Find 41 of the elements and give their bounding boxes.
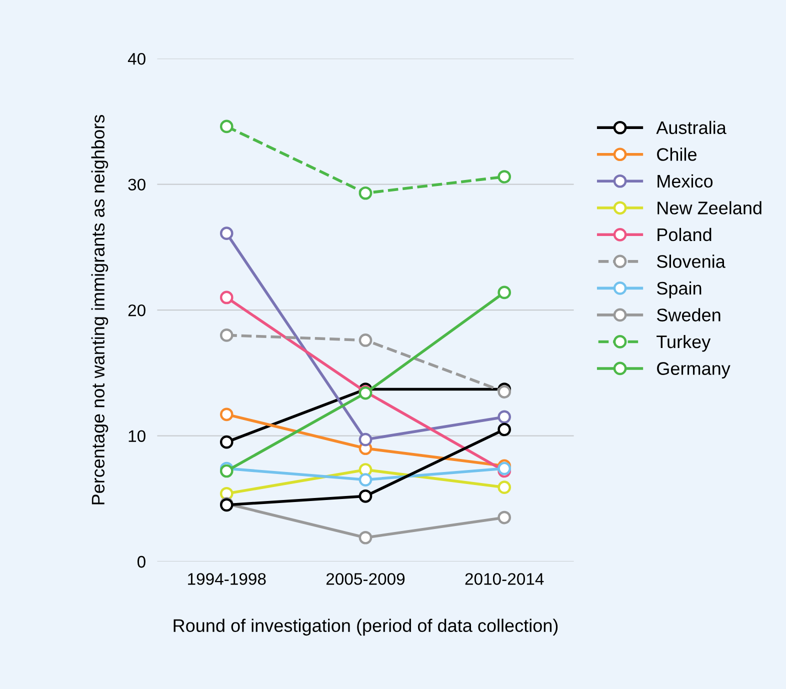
legend-label: Sweden [656,308,720,322]
point [220,435,234,449]
y-tick-label: 20 [128,304,146,316]
y-tick-label: 10 [128,430,146,442]
y-tick-label: 30 [128,178,146,191]
point [358,530,372,544]
point [498,286,512,300]
point [498,170,512,184]
legend-label: Spain [656,281,702,298]
legend-label: Chile [657,148,696,161]
point [220,290,234,304]
legend-label: Slovenia [656,254,726,268]
legend-label: Mexico [658,174,713,188]
point [498,480,512,494]
point [358,489,372,503]
legend-label: New Zeeland [658,201,762,214]
y-tick-label: 0 [137,556,146,568]
x-tick-label: 2005-2009 [326,573,405,585]
point [498,510,512,524]
point [220,120,234,134]
legend-label: Turkey [656,334,711,352]
x-tick-label: 2010-2014 [465,573,544,585]
point [220,464,234,478]
point [498,385,512,398]
point [498,410,512,424]
point [358,432,372,446]
y-axis-title: Percentage not wanting immigrants as neighbors [91,114,108,504]
x-tick-label: 1994-1998 [188,573,266,585]
point [498,422,512,436]
point [220,408,234,422]
point [220,328,234,342]
point [498,462,512,476]
point [358,186,372,200]
point [358,334,372,347]
x-axis-title: Round of investigation (period of data collection) [174,618,558,636]
point [220,226,234,240]
y-tick-label: 40 [128,52,146,65]
point [358,473,372,486]
legend-label: Poland [658,228,712,242]
legend-label: Germany [657,362,730,379]
legend-label: Australia [656,120,726,134]
